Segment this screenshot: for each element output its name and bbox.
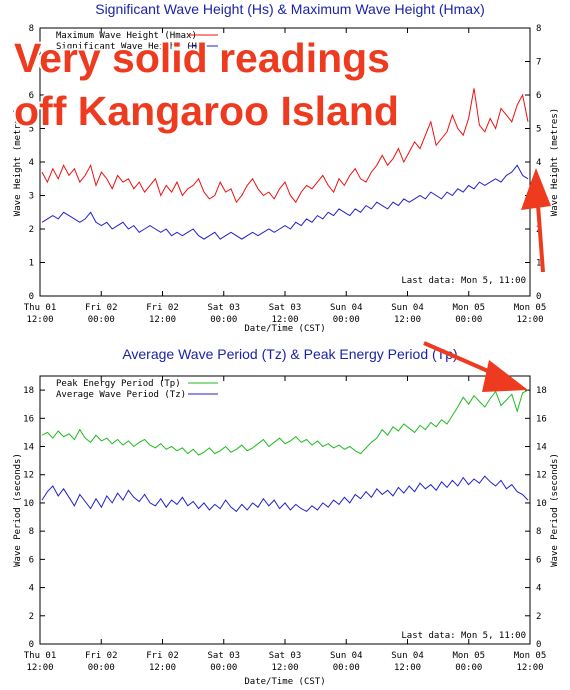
y-tick-label: 4: [29, 584, 34, 594]
y-tick-label: 8: [29, 527, 34, 537]
legend-label: Significant Wave Height (Hs): [56, 42, 208, 52]
x-tick-label-time: 00:00: [455, 315, 482, 325]
y-tick-label: 4: [29, 158, 34, 168]
y-tick-label: 2: [536, 612, 541, 622]
y-tick-label: 10: [23, 499, 34, 509]
y-axis-label-right: Wave Period (seconds): [550, 453, 560, 567]
y-tick-label: 6: [536, 555, 541, 565]
x-tick-label-day: Fri 02: [85, 303, 118, 313]
series-line-1: [41, 389, 529, 456]
overlay-headline-line1: Very solid readings: [14, 35, 390, 81]
y-tick-label: 6: [536, 91, 541, 101]
y-tick-label: 16: [536, 414, 547, 424]
x-axis-label: Date/Time (CST): [244, 677, 325, 687]
wave-period-chart: Average Wave Period (Tz) & Peak Energy P…: [13, 346, 560, 687]
y-tick-label: 0: [536, 640, 541, 650]
series-line-2: [41, 164, 529, 240]
x-tick-label-time: 00:00: [455, 663, 482, 673]
y-tick-label: 8: [536, 527, 541, 537]
x-tick-label-day: Sat 03: [207, 651, 240, 661]
x-tick-label-time: 00:00: [333, 663, 360, 673]
series-line-2: [41, 475, 529, 513]
y-tick-label: 2: [29, 225, 34, 235]
x-tick-label-time: 12:00: [516, 663, 543, 673]
y-axis-label-right: Wave Height (metres): [550, 108, 560, 216]
x-tick-label-day: Sun 04: [330, 651, 363, 661]
y-tick-label: 5: [29, 125, 34, 135]
y-axis-label-left: Wave Period (seconds): [13, 453, 23, 567]
wave-height-chart: Significant Wave Height (Hs) & Maximum W…: [13, 1, 560, 334]
x-tick-label-time: 12:00: [149, 663, 176, 673]
overlay-annotation: Very solid readings off Kangaroo Island: [12, 33, 551, 392]
x-tick-label-time: 12:00: [26, 315, 53, 325]
x-tick-label-day: Mon 05: [452, 651, 485, 661]
x-tick-label-time: 12:00: [271, 663, 298, 673]
y-tick-label: 4: [536, 158, 541, 168]
arrow-icon: [521, 168, 551, 273]
chart-title: Significant Wave Height (Hs) & Maximum W…: [95, 1, 485, 17]
x-tick-label-day: Thu 01: [24, 303, 57, 313]
x-tick-label-time: 12:00: [394, 663, 421, 673]
y-tick-label: 0: [29, 640, 34, 650]
x-tick-label-day: Sat 03: [269, 651, 302, 661]
x-tick-label-day: Fri 02: [85, 651, 118, 661]
y-tick-label: 16: [23, 414, 34, 424]
x-tick-label-time: 00:00: [210, 663, 237, 673]
y-tick-label: 14: [536, 443, 547, 453]
y-tick-label: 7: [29, 58, 34, 68]
legend-label: Maximum Wave Height (Hmax): [56, 31, 197, 41]
y-tick-label: 12: [536, 471, 547, 481]
last-data-annotation: Last data: Mon 5, 11:00: [401, 631, 526, 641]
y-tick-label: 8: [536, 24, 541, 34]
legend-label: Average Wave Period (Tz): [56, 390, 186, 400]
x-tick-label-time: 00:00: [88, 315, 115, 325]
x-tick-label-time: 00:00: [333, 315, 360, 325]
legend-label: Peak Energy Period (Tp): [56, 379, 181, 389]
y-tick-label: 1: [29, 259, 34, 269]
x-tick-label-time: 12:00: [516, 315, 543, 325]
plot-frame: [39, 375, 531, 645]
x-axis-label: Date/Time (CST): [244, 324, 325, 334]
y-tick-label: 3: [29, 192, 34, 202]
x-tick-label-day: Thu 01: [24, 651, 57, 661]
y-tick-label: 6: [29, 555, 34, 565]
chart-title: Average Wave Period (Tz) & Peak Energy P…: [122, 346, 457, 362]
y-tick-label: 5: [536, 125, 541, 135]
y-tick-label: 6: [29, 91, 34, 101]
y-tick-label: 4: [536, 584, 541, 594]
y-tick-label: 0: [536, 292, 541, 302]
y-tick-label: 10: [536, 499, 547, 509]
x-tick-label-time: 12:00: [149, 315, 176, 325]
y-tick-label: 18: [23, 386, 34, 396]
x-tick-label-day: Mon 05: [452, 303, 485, 313]
x-tick-label-day: Sun 04: [391, 651, 424, 661]
x-tick-label-day: Sun 04: [330, 303, 363, 313]
x-tick-label-day: Fri 02: [146, 303, 179, 313]
series-line-1: [41, 88, 529, 204]
x-tick-label-day: Sat 03: [269, 303, 302, 313]
last-data-annotation: Last data: Mon 5, 11:00: [401, 276, 526, 286]
y-axis-label-left: Wave Height (metres): [13, 108, 23, 216]
x-tick-label-time: 12:00: [271, 315, 298, 325]
x-tick-label-time: 12:00: [26, 663, 53, 673]
y-tick-label: 0: [29, 292, 34, 302]
y-tick-label: 8: [29, 24, 34, 34]
x-tick-label-day: Sun 04: [391, 303, 424, 313]
overlay-headline-line2: off Kangaroo Island: [14, 88, 399, 134]
x-tick-label-time: 00:00: [88, 663, 115, 673]
x-tick-label-time: 00:00: [210, 315, 237, 325]
arrow-icon: [423, 341, 528, 392]
y-tick-label: 2: [29, 612, 34, 622]
x-tick-label-day: Mon 05: [514, 303, 547, 313]
x-tick-label-day: Mon 05: [514, 651, 547, 661]
x-tick-label-day: Sat 03: [207, 303, 240, 313]
y-tick-label: 12: [23, 471, 34, 481]
y-tick-label: 14: [23, 443, 34, 453]
y-tick-label: 7: [536, 58, 541, 68]
y-tick-label: 18: [536, 386, 547, 396]
x-tick-label-time: 12:00: [394, 315, 421, 325]
x-tick-label-day: Fri 02: [146, 651, 179, 661]
y-tick-label: 1: [536, 259, 541, 269]
